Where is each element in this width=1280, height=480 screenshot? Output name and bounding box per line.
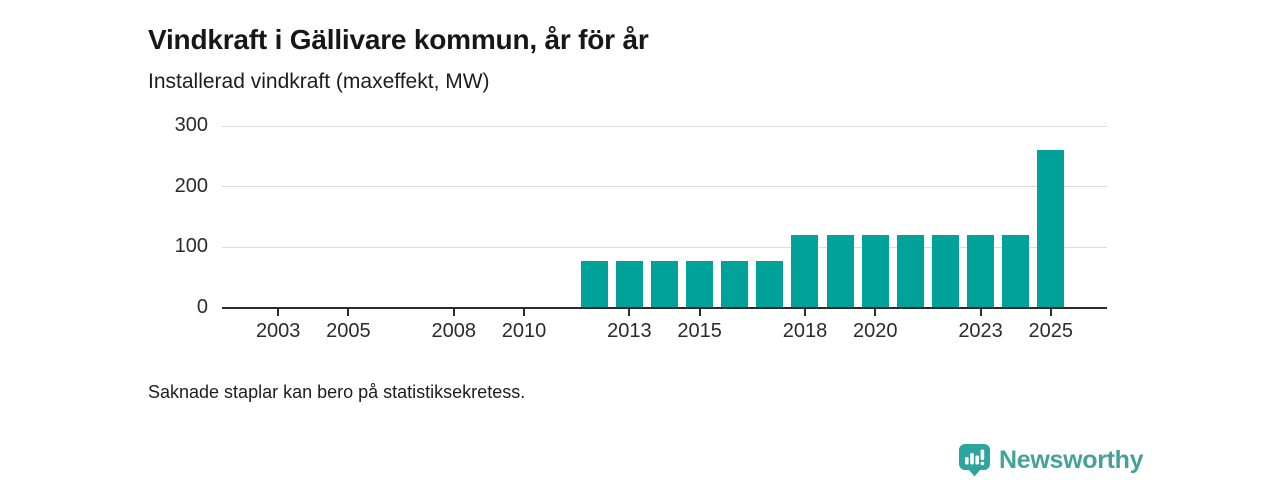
x-tick-2003: [277, 309, 280, 316]
bar-2022: [931, 235, 959, 308]
bar-2014: [651, 260, 678, 308]
y-tick-label-300: 300: [174, 114, 208, 136]
gridline-300: [222, 125, 1107, 127]
x-tick-label-2020: 2020: [852, 320, 898, 342]
bar-chart-plot-area: 0 100 200 300 2003 2005 2008 2010 2013 2015 2018 2…: [175, 114, 1107, 342]
brand-wordmark: Newsworthy: [999, 445, 1144, 474]
bar-2012: [580, 260, 608, 308]
bar-2025: [1037, 149, 1065, 308]
bar-2017: [756, 260, 784, 308]
x-tick-2023: [979, 309, 982, 316]
y-tick-label-200: 200: [174, 174, 208, 197]
x-tick-2025: [1049, 309, 1052, 316]
bar-2018: [791, 235, 819, 308]
x-tick-2008: [452, 309, 455, 316]
bar-2019: [826, 235, 854, 308]
newsworthy-chart-bubble-icon: [959, 444, 990, 477]
x-tick-label-2015: 2015: [677, 320, 722, 342]
x-tick-label-2025: 2025: [1028, 320, 1074, 342]
chart-subtitle: Installerad vindkraft (maxeffekt, MW): [148, 70, 490, 93]
x-tick-label-2018: 2018: [782, 320, 828, 342]
x-tick-2013: [628, 309, 631, 316]
gridline-200: [222, 186, 1107, 188]
bar-2024: [1002, 235, 1030, 308]
x-tick-label-2023: 2023: [958, 320, 1003, 342]
brand-lockup: Newsworthy: [958, 443, 1144, 477]
x-tick-label-2013: 2013: [607, 320, 652, 342]
bar-2013: [615, 260, 643, 308]
x-tick-label-2005: 2005: [326, 320, 371, 342]
bar-2023: [967, 235, 995, 308]
x-tick-2018: [803, 309, 806, 316]
bar-2020: [861, 235, 889, 308]
gridline-100: [222, 246, 1107, 248]
x-tick-2005: [347, 309, 350, 316]
bar-2015: [686, 260, 714, 308]
y-tick-label-100: 100: [174, 235, 208, 258]
x-tick-label-2008: 2008: [431, 320, 477, 342]
bar-2016: [721, 260, 749, 308]
x-tick-label-2010: 2010: [501, 320, 547, 342]
x-tick-2010: [523, 309, 526, 316]
page-title: Vindkraft i Gällivare kommun, år för år: [148, 23, 649, 55]
x-axis-line: [222, 307, 1107, 309]
footnote: Saknade staplar kan bero på statistiksek…: [148, 382, 526, 402]
y-tick-label-0: 0: [196, 296, 208, 318]
bar-2021: [896, 235, 924, 308]
x-tick-2020: [874, 309, 877, 316]
x-tick-2015: [698, 309, 701, 316]
x-tick-label-2003: 2003: [255, 320, 301, 342]
